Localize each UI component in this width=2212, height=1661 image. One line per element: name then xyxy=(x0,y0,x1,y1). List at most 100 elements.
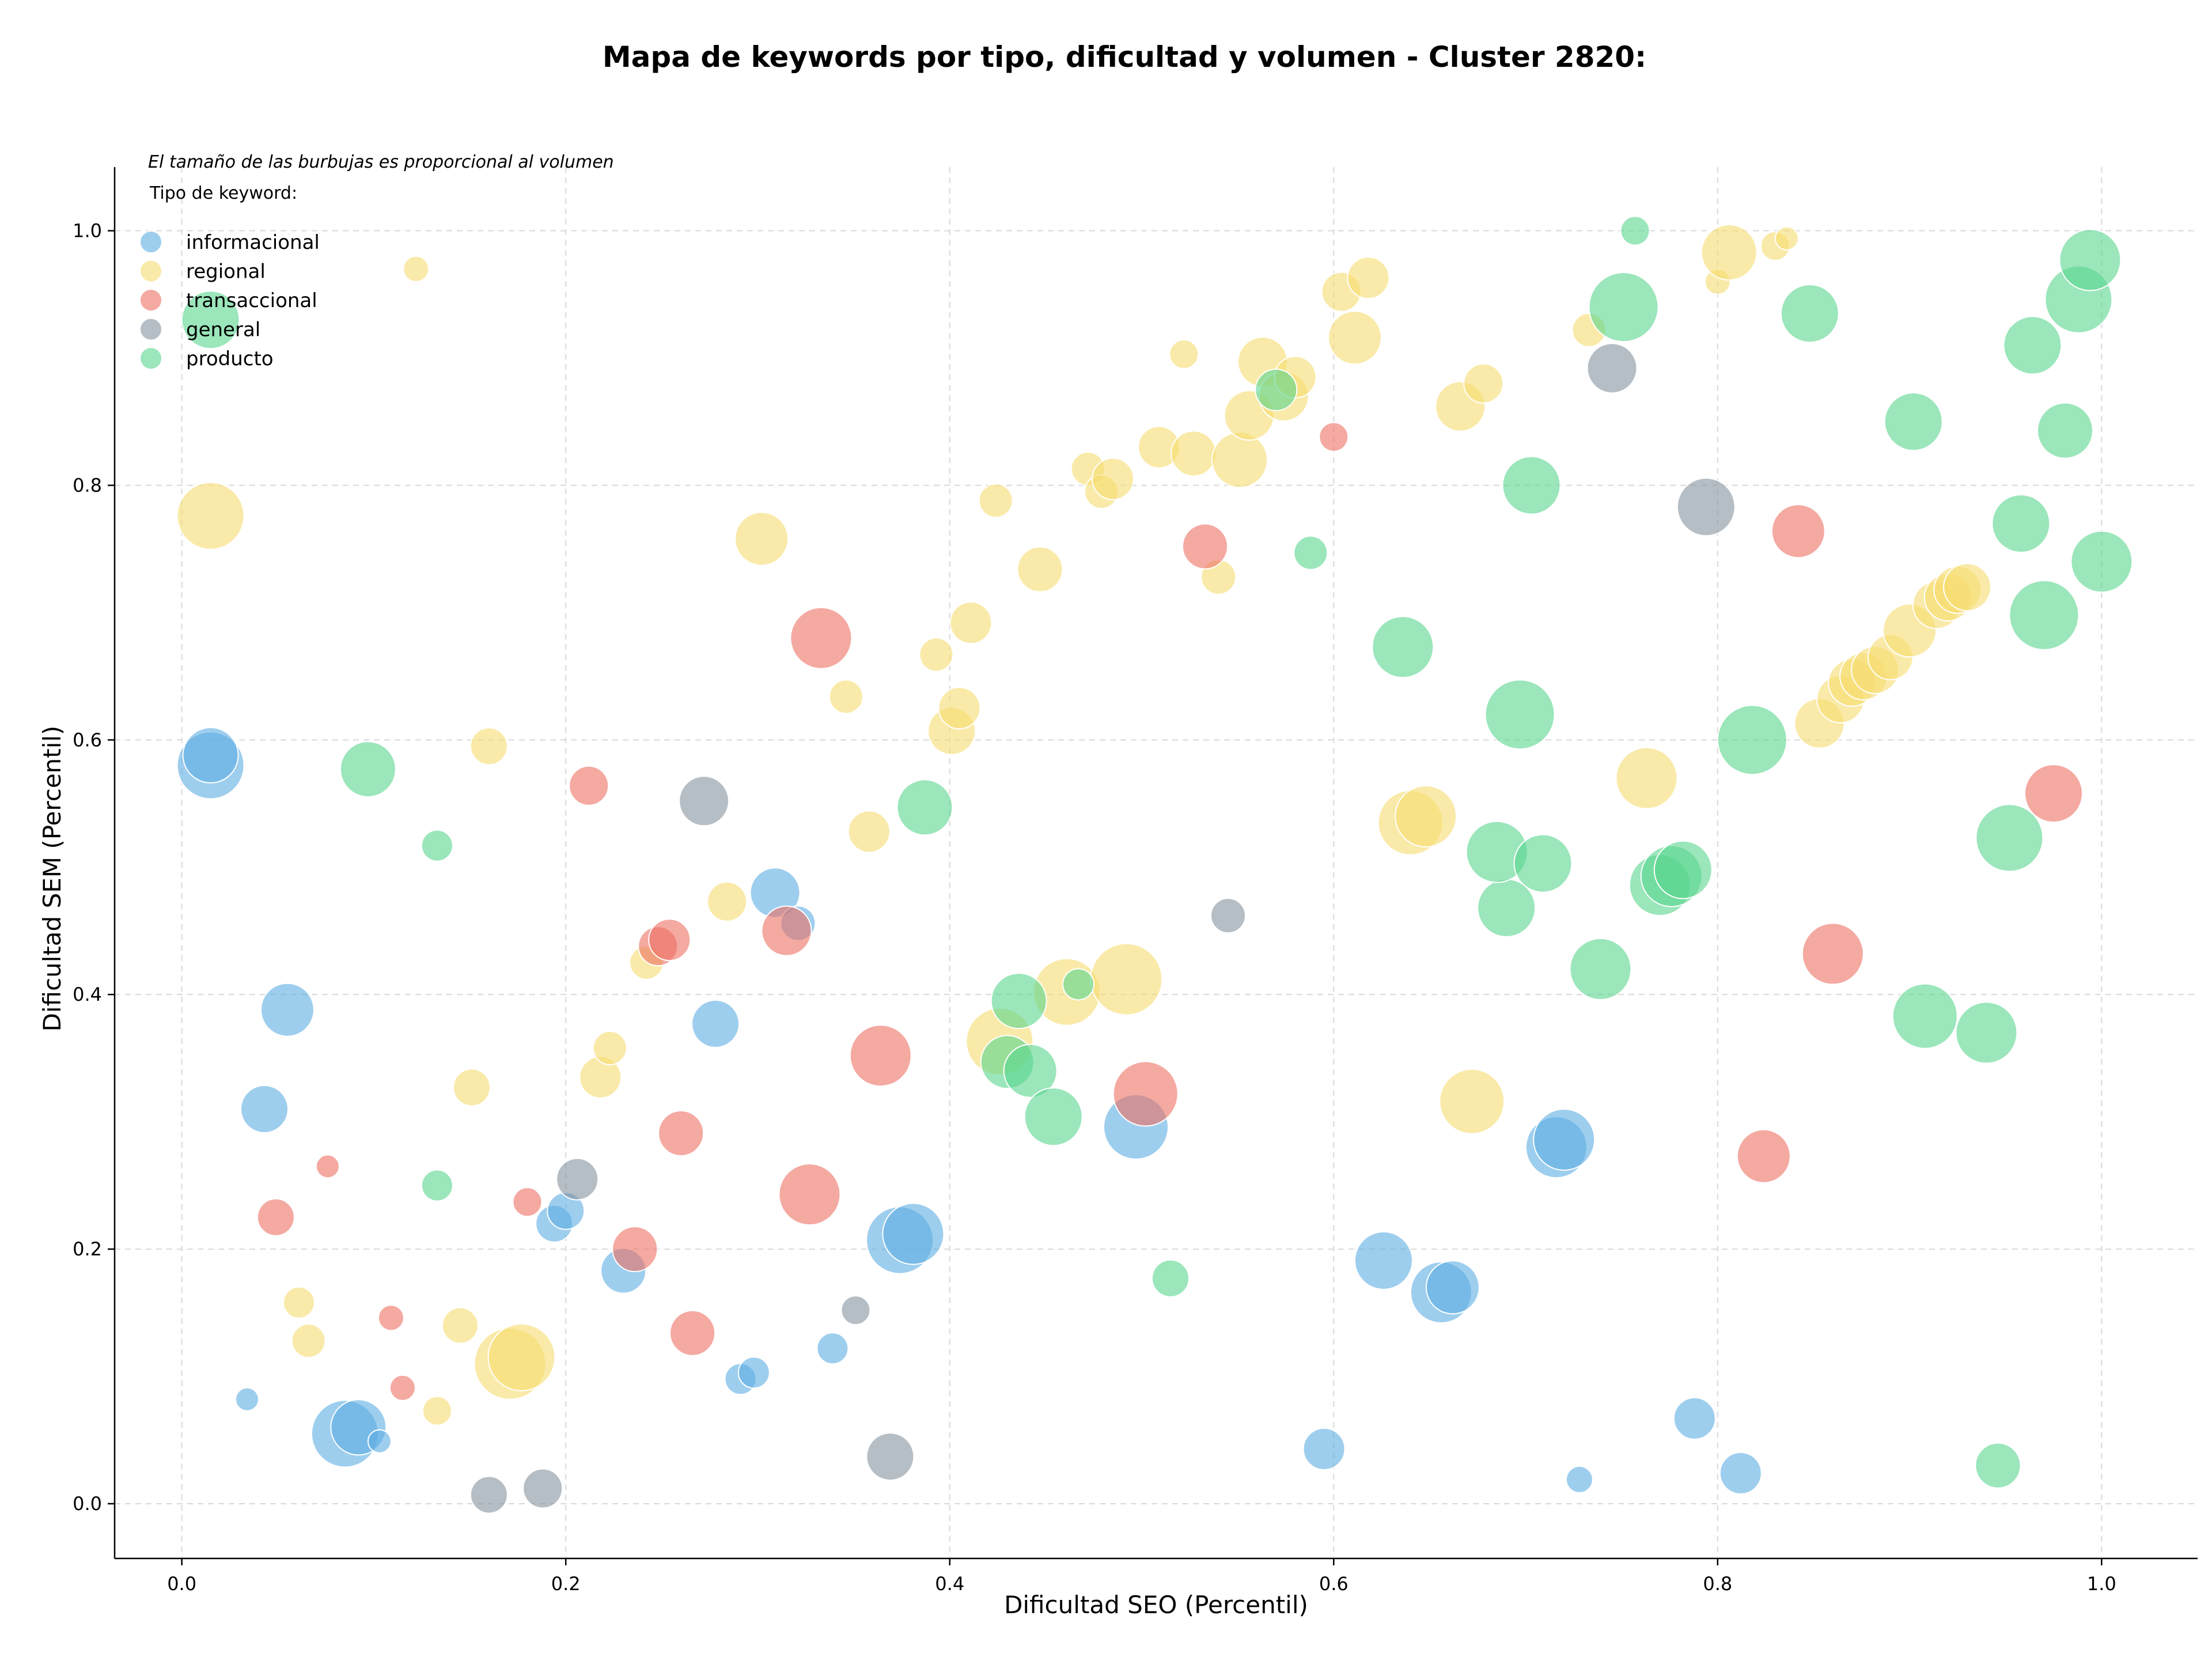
regional-point-14 xyxy=(734,512,789,566)
informacional-point-11 xyxy=(691,1000,740,1048)
general-point-8 xyxy=(1676,477,1736,536)
regional-point-5 xyxy=(291,1323,326,1359)
transaccional-point-14 xyxy=(849,1024,912,1087)
general-point-2 xyxy=(556,1157,599,1201)
general-point-7 xyxy=(1586,343,1638,394)
producto-point-35 xyxy=(2037,402,2093,459)
producto-point-20 xyxy=(1588,272,1659,342)
transaccional-point-12 xyxy=(778,1163,841,1226)
regional-point-42 xyxy=(1463,363,1504,404)
producto-point-9 xyxy=(1062,968,1094,1001)
informacional-point-2 xyxy=(260,982,315,1037)
legend-marker-informacional xyxy=(139,230,162,253)
transaccional-point-18 xyxy=(1736,1129,1791,1183)
producto-point-21 xyxy=(1620,215,1650,246)
regional-point-20 xyxy=(949,601,993,644)
legend-label-regional: regional xyxy=(186,260,266,283)
legend-label-producto: producto xyxy=(186,347,274,370)
producto-point-32 xyxy=(1991,494,2051,553)
producto-point-11 xyxy=(1255,368,1298,411)
regional-point-19 xyxy=(938,687,981,729)
legend-title: Tipo de keyword: xyxy=(149,183,297,203)
transaccional-point-17 xyxy=(1319,422,1349,452)
legend-items: informacional regional transaccional genera… xyxy=(139,230,320,370)
x-tick-label-2: 0.4 xyxy=(935,1573,964,1595)
y-tick-label-5: 1.0 xyxy=(73,220,102,241)
x-tick-label-4: 0.8 xyxy=(1703,1573,1732,1595)
informacional-point-16 xyxy=(816,1332,849,1365)
regional-point-17 xyxy=(919,637,954,672)
producto-point-12 xyxy=(1293,535,1328,570)
general-point-5 xyxy=(866,1432,915,1481)
producto-point-38 xyxy=(2070,530,2133,593)
transaccional-point-15 xyxy=(1112,1061,1179,1127)
regional-point-4 xyxy=(282,1286,315,1319)
legend-marker-regional xyxy=(139,259,162,283)
regional-point-25 xyxy=(1090,943,1163,1016)
regional-point-2 xyxy=(469,727,508,766)
legend-marker-transaccional xyxy=(139,289,162,312)
transaccional-point-6 xyxy=(612,1226,658,1273)
producto-point-8 xyxy=(1024,1087,1083,1147)
informacional-point-7 xyxy=(367,1429,392,1454)
transaccional-point-1 xyxy=(256,1198,295,1236)
producto-point-4 xyxy=(896,779,953,836)
x-tick-label-1: 0.2 xyxy=(551,1573,581,1595)
producto-point-10 xyxy=(1152,1259,1190,1297)
general-point-1 xyxy=(522,1468,563,1509)
transaccional-point-2 xyxy=(377,1304,404,1331)
transaccional-point-13 xyxy=(790,607,853,669)
size-annotation: El tamaño de las burbujas es proporciona… xyxy=(148,152,614,172)
x-axis-label: Dificultad SEO (Percentil) xyxy=(1004,1591,1308,1619)
producto-point-6 xyxy=(990,973,1047,1030)
y-tick-label-2: 0.4 xyxy=(73,983,102,1005)
transaccional-point-8 xyxy=(648,918,691,962)
transaccional-point-3 xyxy=(389,1374,416,1401)
y-tick-label-0: 0.0 xyxy=(73,1493,102,1515)
regional-point-39 xyxy=(1327,311,1382,365)
regional-point-46 xyxy=(1615,747,1678,809)
informacional-point-20 xyxy=(1354,1231,1413,1290)
regional-point-22 xyxy=(1017,546,1063,593)
informacional-point-22 xyxy=(1425,1260,1480,1315)
producto-point-7 xyxy=(1003,1043,1058,1098)
producto-point-17 xyxy=(1502,456,1561,515)
regional-point-51 xyxy=(1774,226,1799,251)
regional-point-45 xyxy=(1395,785,1457,847)
regional-point-30 xyxy=(1169,339,1199,369)
legend-marker-general xyxy=(139,317,162,341)
regional-point-6 xyxy=(422,1395,452,1426)
bubble-layer xyxy=(176,215,2133,1514)
informacional-point-18 xyxy=(882,1202,945,1265)
informacional-point-27 xyxy=(1673,1397,1716,1440)
regional-point-9 xyxy=(487,1323,556,1391)
producto-point-30 xyxy=(1975,1442,2021,1489)
general-point-0 xyxy=(469,1475,508,1514)
regional-point-3 xyxy=(452,1068,491,1107)
regional-point-0 xyxy=(403,255,430,282)
producto-point-24 xyxy=(1653,840,1713,899)
transaccional-point-5 xyxy=(569,765,609,806)
grid-layer xyxy=(115,167,2198,1558)
regional-point-21 xyxy=(978,483,1013,518)
producto-point-33 xyxy=(2003,316,2062,375)
regional-point-33 xyxy=(1211,432,1268,489)
transaccional-point-11 xyxy=(761,905,812,956)
transaccional-point-19 xyxy=(1771,504,1825,558)
producto-point-26 xyxy=(1780,284,1839,343)
regional-point-7 xyxy=(441,1307,479,1344)
regional-point-1 xyxy=(176,482,245,550)
producto-point-16 xyxy=(1484,679,1555,750)
producto-point-0 xyxy=(181,290,240,350)
informacional-point-28 xyxy=(1719,1452,1762,1494)
informacional-point-24 xyxy=(1533,1108,1596,1171)
transaccional-point-20 xyxy=(1801,922,1864,985)
legend-label-transaccional: transaccional xyxy=(186,289,317,312)
informacional-point-25 xyxy=(1302,1428,1346,1470)
x-tick-label-3: 0.6 xyxy=(1319,1573,1349,1595)
chart-title: Mapa de keywords por tipo, dificultad y … xyxy=(603,40,1646,74)
regional-point-49 xyxy=(1700,224,1758,281)
producto-point-2 xyxy=(421,829,453,862)
producto-point-29 xyxy=(1955,1001,2018,1064)
y-axis-label: Dificultad SEM (Percentil) xyxy=(38,726,66,1032)
